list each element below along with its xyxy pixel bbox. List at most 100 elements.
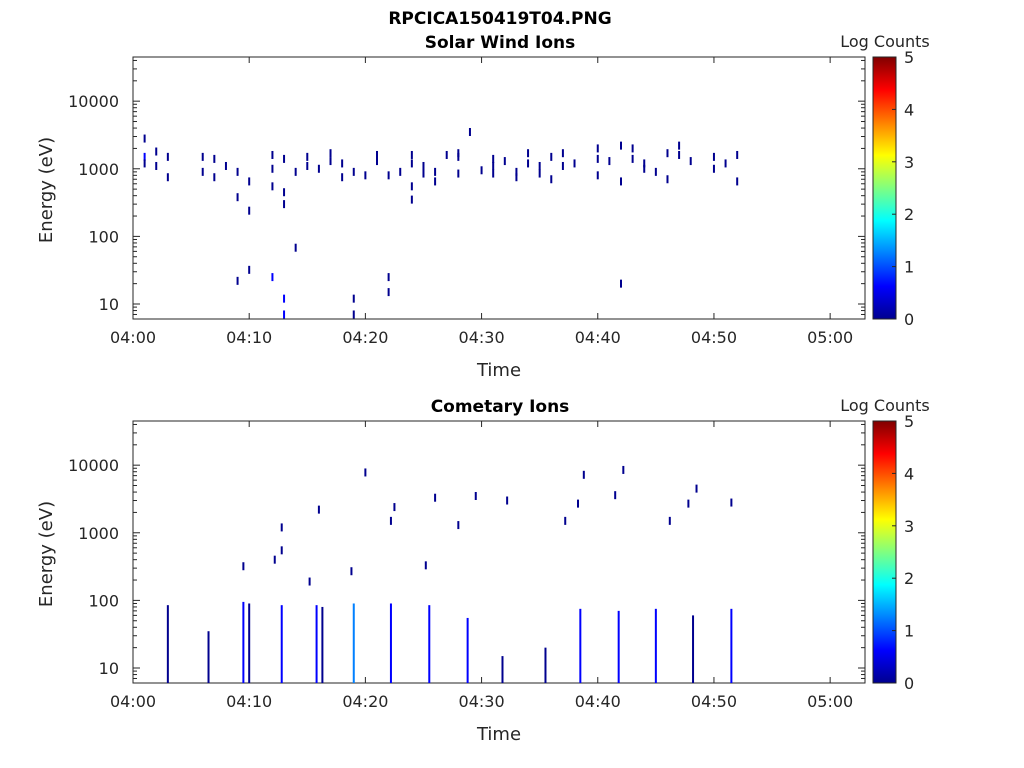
data-marks xyxy=(166,465,733,683)
data-cell xyxy=(155,147,158,156)
data-cell xyxy=(236,276,239,285)
chart-title: Solar Wind Ions xyxy=(425,33,576,53)
colorbar-tick-label: 2 xyxy=(904,205,914,224)
data-cell xyxy=(399,167,402,176)
colorbar-tick-label: 1 xyxy=(904,258,914,277)
data-cell xyxy=(730,498,733,507)
data-cell xyxy=(422,169,425,178)
data-column xyxy=(389,603,392,683)
data-cell xyxy=(712,152,715,161)
data-cell xyxy=(273,555,276,564)
data-cell xyxy=(248,265,251,274)
y-tick-label: 10 xyxy=(99,295,119,314)
data-cell xyxy=(468,127,471,136)
data-column xyxy=(466,617,469,683)
data-cell xyxy=(306,152,309,161)
data-column xyxy=(579,608,582,683)
data-cell xyxy=(410,195,413,204)
data-cell xyxy=(155,161,158,170)
chart-title: Cometary Ions xyxy=(431,397,570,417)
data-cell xyxy=(236,193,239,202)
data-column xyxy=(428,605,431,683)
data-cell xyxy=(666,175,669,184)
x-tick-label: 04:40 xyxy=(575,328,621,347)
data-cell xyxy=(480,166,483,175)
data-cell xyxy=(422,161,425,170)
data-cell xyxy=(538,169,541,178)
data-cell xyxy=(620,177,622,186)
data-cell xyxy=(376,150,378,159)
data-cell xyxy=(280,546,283,555)
data-column xyxy=(352,603,355,683)
data-column xyxy=(315,605,318,683)
data-cell xyxy=(236,167,239,176)
data-cell xyxy=(474,491,477,500)
data-cell xyxy=(387,171,390,180)
data-cell xyxy=(622,465,625,474)
data-cell xyxy=(564,516,567,525)
data-cell xyxy=(143,159,146,168)
x-axis-label: Time xyxy=(476,724,521,745)
axis-ticks: 04:00 04:10 04:20 04:30 04:40 04:50 05:00 10 100… xyxy=(68,421,865,711)
data-cell xyxy=(527,159,530,168)
data-cell xyxy=(143,134,146,143)
data-cell xyxy=(506,496,509,505)
data-cell xyxy=(308,577,311,586)
x-tick-label: 05:00 xyxy=(807,692,853,711)
data-cell xyxy=(248,177,251,186)
colorbar-tick-label: 5 xyxy=(904,48,914,67)
data-cell xyxy=(329,157,332,166)
data-cell xyxy=(515,173,518,182)
data-column xyxy=(617,610,620,683)
data-cell xyxy=(376,157,378,166)
data-column xyxy=(321,606,324,683)
data-cell xyxy=(283,188,286,197)
y-tick-label: 100 xyxy=(88,227,119,246)
data-cell xyxy=(596,144,599,153)
data-cell xyxy=(271,182,274,191)
data-cell xyxy=(294,243,297,252)
x-tick-label: 04:00 xyxy=(110,328,156,347)
data-cell xyxy=(271,273,274,282)
data-column xyxy=(544,647,547,683)
data-marks xyxy=(143,127,739,319)
data-cell xyxy=(352,294,355,303)
solar-wind-ions-panel: Solar Wind Ions 04:00 04:10 04:20 04:30 04:4… xyxy=(36,32,930,381)
data-cell xyxy=(213,154,216,163)
data-cell xyxy=(389,516,392,525)
data-cell xyxy=(620,279,622,288)
colorbar-tick-label: 3 xyxy=(904,517,914,536)
y-tick-label: 10 xyxy=(99,659,119,678)
x-tick-label: 04:50 xyxy=(691,692,737,711)
data-cell xyxy=(350,567,353,576)
data-cell xyxy=(410,182,413,191)
data-cell xyxy=(213,173,216,182)
data-cell xyxy=(492,169,495,178)
colorbar xyxy=(872,420,897,684)
data-cell xyxy=(329,149,332,158)
data-cell xyxy=(387,273,390,282)
data-cell xyxy=(643,164,646,173)
data-cell xyxy=(341,159,344,168)
data-cell xyxy=(457,152,460,161)
colorbar-tick-label: 3 xyxy=(904,153,914,172)
data-cell xyxy=(503,157,506,166)
data-cell xyxy=(280,523,283,532)
plot-area xyxy=(132,56,866,320)
data-cell xyxy=(242,562,245,571)
data-cell xyxy=(695,484,698,493)
data-cell xyxy=(283,200,286,209)
data-cell xyxy=(434,493,437,502)
data-cell xyxy=(445,150,448,159)
data-cell xyxy=(654,167,657,176)
data-cell xyxy=(387,288,390,297)
figure-title: RPCICA150419T04.PNG xyxy=(388,9,611,29)
cometary-ions-panel: Cometary Ions 04:00 04:10 04:20 04:30 04:40 0… xyxy=(36,396,930,745)
data-cell xyxy=(620,141,622,150)
x-tick-label: 04:20 xyxy=(342,328,388,347)
data-cell xyxy=(596,171,599,180)
data-cell xyxy=(631,154,634,163)
data-column xyxy=(280,605,283,683)
data-cell xyxy=(410,150,413,159)
colorbar-ticks: 0 1 2 3 4 5 xyxy=(892,48,914,329)
